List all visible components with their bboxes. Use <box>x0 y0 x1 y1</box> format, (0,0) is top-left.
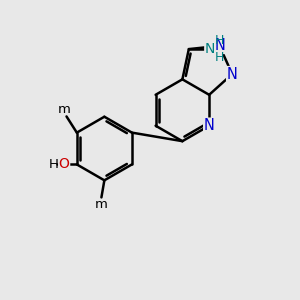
Text: H: H <box>215 34 224 47</box>
Text: H: H <box>215 51 224 64</box>
Text: N: N <box>204 118 214 133</box>
Text: m: m <box>58 103 70 116</box>
Text: O: O <box>59 158 70 171</box>
Text: N: N <box>227 67 238 82</box>
Text: N: N <box>214 38 225 53</box>
Text: H: H <box>48 158 58 171</box>
Text: m: m <box>95 198 108 211</box>
Text: N: N <box>205 42 215 56</box>
